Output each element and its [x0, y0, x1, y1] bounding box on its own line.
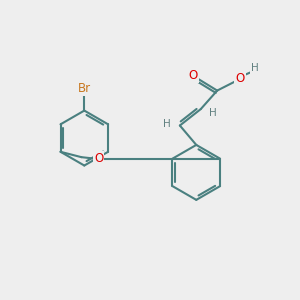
Text: H: H	[164, 119, 171, 129]
Text: O: O	[189, 69, 198, 82]
Text: H: H	[209, 108, 217, 118]
Text: H: H	[251, 64, 259, 74]
Text: O: O	[235, 71, 244, 85]
Text: O: O	[94, 152, 104, 165]
Text: Br: Br	[78, 82, 91, 95]
